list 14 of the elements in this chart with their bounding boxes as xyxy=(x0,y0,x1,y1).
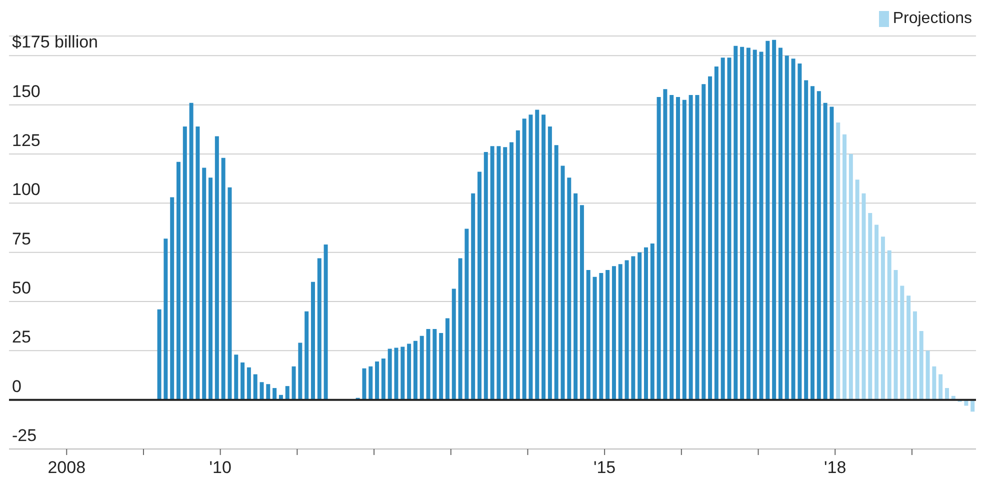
x-tick-label: '10 xyxy=(209,458,232,477)
y-tick-label: $175 billion xyxy=(12,32,98,52)
y-tick-label: 150 xyxy=(12,82,40,101)
y-tick-label: 0 xyxy=(12,376,22,396)
y-tick-label: 100 xyxy=(12,180,40,200)
y-tick-label: 25 xyxy=(12,328,31,347)
y-tick-label: 125 xyxy=(12,131,40,150)
x-tick-label: '15 xyxy=(593,458,616,477)
y-tick-label: 50 xyxy=(12,278,31,298)
y-tick-label: 75 xyxy=(12,229,31,248)
y-tick-label: -25 xyxy=(12,426,37,445)
legend-label: Projections xyxy=(892,10,972,28)
x-tick-label: '18 xyxy=(824,458,846,477)
x-tick-label: 2008 xyxy=(48,458,86,477)
